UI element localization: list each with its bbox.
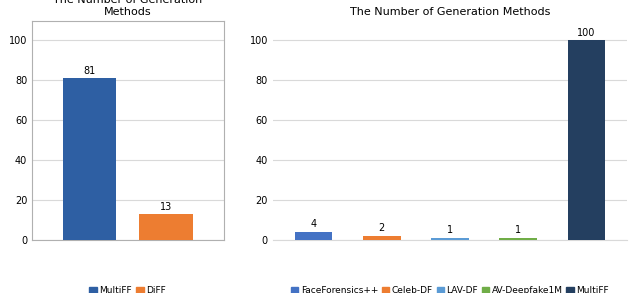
Text: 4: 4 [310, 219, 317, 229]
Text: 1: 1 [447, 226, 453, 236]
Legend: FaceForensics++, Celeb-DF, LAV-DF, AV-Deepfake1M, MultiFF: FaceForensics++, Celeb-DF, LAV-DF, AV-De… [289, 285, 611, 293]
Bar [295, 232, 332, 240]
Title: The Number of Generation Methods: The Number of Generation Methods [350, 7, 550, 17]
Bar [63, 79, 116, 240]
Text: 13: 13 [160, 202, 172, 212]
Bar [568, 40, 605, 240]
Text: 100: 100 [577, 28, 595, 38]
Legend: MultiFF, DiFF: MultiFF, DiFF [88, 285, 168, 293]
Title: The Number of Generation
Methods: The Number of Generation Methods [53, 0, 202, 17]
Text: 1: 1 [515, 226, 521, 236]
Bar [431, 238, 468, 240]
Bar [363, 236, 401, 240]
Bar [499, 238, 537, 240]
Text: 2: 2 [379, 224, 385, 234]
Text: 81: 81 [83, 66, 95, 76]
Bar [140, 214, 193, 240]
